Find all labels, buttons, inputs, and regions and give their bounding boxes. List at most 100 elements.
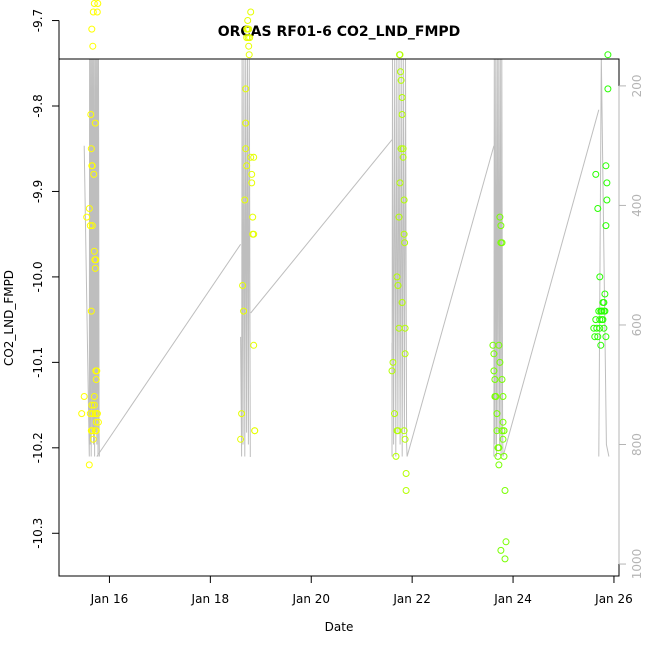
y2-tick-label: 200 [630, 74, 644, 97]
data-point [87, 307, 95, 315]
data-point [495, 341, 503, 349]
data-point [591, 333, 599, 341]
data-point [490, 350, 498, 358]
data-point [499, 435, 507, 443]
data-point [396, 51, 404, 59]
data-point [402, 470, 410, 477]
data-point [601, 307, 609, 315]
data-point [85, 461, 93, 469]
data-point [493, 427, 501, 435]
data-point [400, 230, 408, 238]
x-tick-label: Jan 16 [90, 592, 129, 606]
data-point [402, 487, 410, 494]
data-point [89, 42, 97, 50]
data-point [88, 401, 96, 409]
data-point [242, 85, 250, 93]
data-point [80, 393, 88, 400]
x-tick-label: Jan 26 [594, 592, 633, 606]
data-point [395, 324, 403, 332]
data-point [245, 51, 253, 59]
data-point [399, 153, 407, 161]
data-point [248, 170, 256, 178]
data-point [83, 213, 91, 221]
data-point [93, 8, 101, 16]
altitude-trace-clip [83, 59, 610, 457]
data-point [238, 410, 246, 418]
data-point [91, 410, 99, 418]
y2-axis: 200 400 600 800 1000 [618, 74, 644, 580]
data-point [87, 145, 95, 153]
data-point [400, 196, 408, 204]
data-point [401, 435, 409, 443]
data-point [401, 239, 409, 247]
y2-tick-label: 600 [630, 314, 644, 337]
data-point [600, 324, 608, 332]
data-point [250, 230, 258, 238]
data-point [603, 196, 611, 204]
data-point [89, 435, 97, 443]
y-tick-label: -10.2 [31, 432, 45, 463]
data-point [498, 239, 506, 247]
data-point [250, 341, 258, 349]
data-point [86, 222, 94, 230]
data-point [496, 213, 504, 221]
data-point [499, 393, 507, 400]
data-point [499, 418, 507, 426]
data-point [88, 222, 96, 230]
data-point [493, 410, 501, 418]
y2-tick-label: 1000 [630, 549, 644, 580]
data-point [602, 162, 610, 170]
data-point [94, 418, 102, 426]
data-point [91, 119, 99, 127]
data-points [78, 0, 612, 563]
data-point [388, 367, 396, 375]
data-point [498, 427, 506, 435]
data-point [392, 452, 400, 460]
data-point [248, 179, 256, 187]
data-point [239, 282, 247, 289]
plot-frame [58, 58, 620, 577]
data-point [601, 290, 609, 298]
data-point [491, 376, 499, 383]
data-point [501, 555, 509, 563]
data-point [90, 247, 98, 255]
altitude-segment [240, 59, 251, 457]
altitude-transit [502, 109, 600, 457]
data-point [393, 273, 401, 281]
data-point [89, 410, 97, 418]
y-axis-label: CO2_LND_FMPD [2, 270, 16, 366]
data-point [88, 427, 96, 435]
data-point [399, 145, 407, 153]
altitude-segment [83, 59, 100, 457]
x-tick-label: Jan 18 [191, 592, 230, 606]
y2-tick-label: 800 [630, 433, 644, 456]
data-point [598, 307, 606, 315]
data-point [92, 418, 100, 426]
data-point [502, 538, 510, 546]
y-axis: -9.7 -9.8 -9.9 -10.0 -10.1 -10.2 -10.3 [31, 9, 60, 549]
data-point [495, 461, 503, 469]
data-point [85, 205, 93, 212]
data-point [603, 179, 611, 187]
data-point [498, 376, 506, 383]
data-point [243, 162, 251, 170]
data-point [592, 170, 600, 178]
data-point [91, 264, 99, 272]
data-point [247, 153, 255, 161]
data-point [249, 213, 257, 221]
data-point [497, 546, 505, 554]
data-point [501, 487, 509, 494]
data-point [247, 8, 255, 16]
data-point [500, 452, 508, 460]
data-point [89, 8, 97, 16]
altitude-trace [83, 59, 610, 457]
data-point [241, 196, 249, 204]
data-point [593, 324, 601, 332]
data-point [602, 222, 610, 230]
data-point [401, 324, 409, 332]
data-point [401, 350, 409, 358]
y-tick-label: -9.7 [31, 9, 45, 32]
data-point [87, 111, 95, 118]
data-point [245, 42, 253, 50]
